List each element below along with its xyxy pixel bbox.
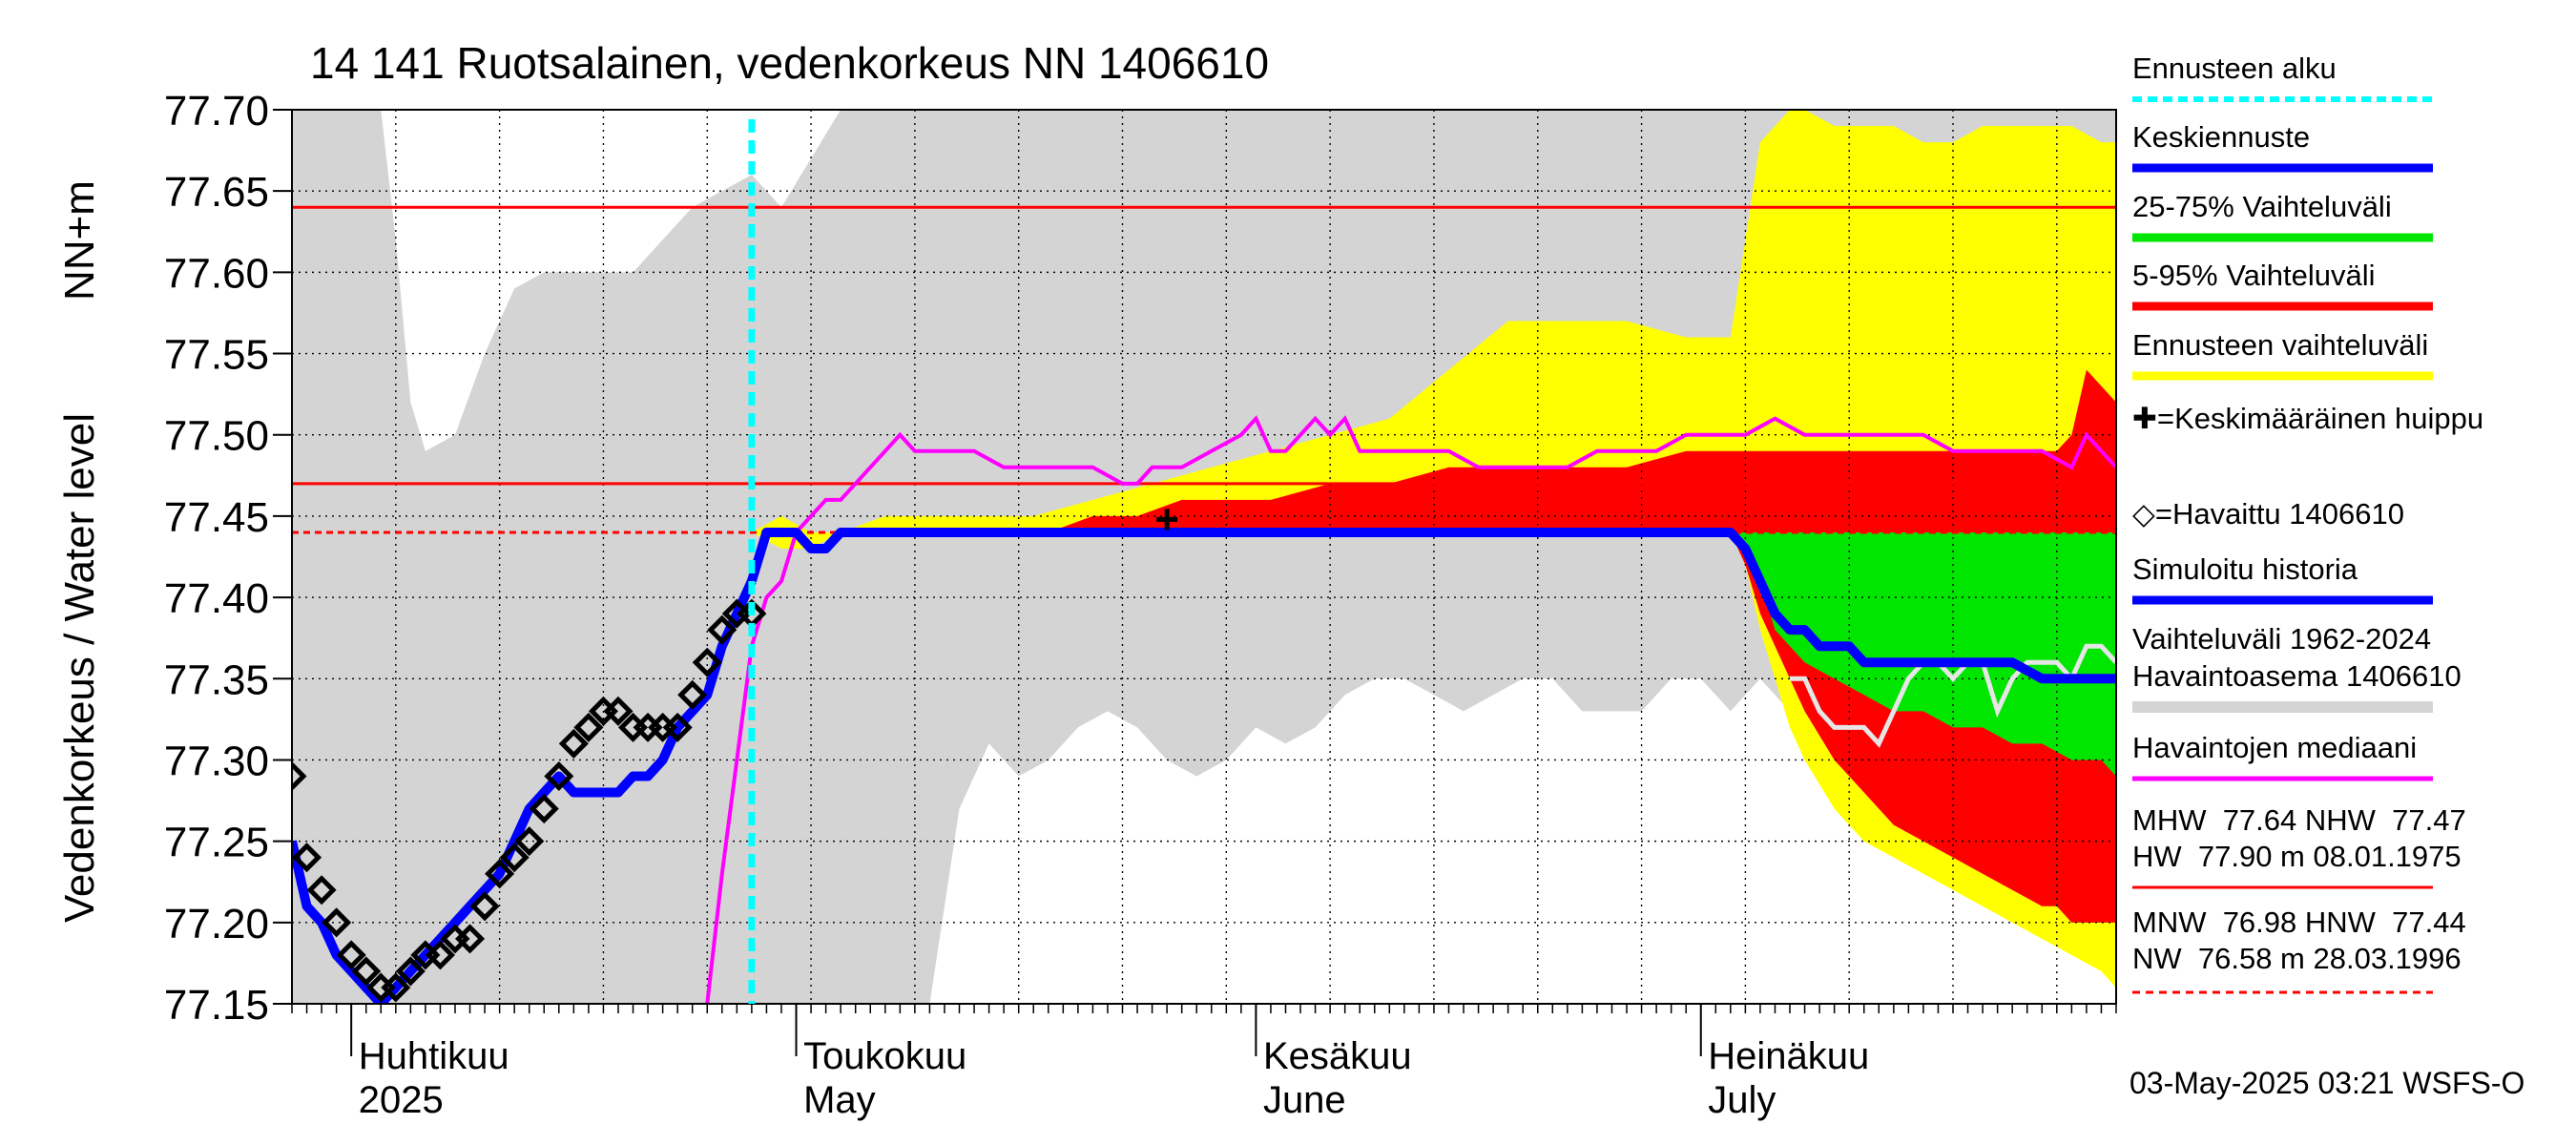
- x-month-label: Heinäkuu: [1708, 1035, 1869, 1077]
- observed-point: [529, 794, 559, 824]
- x-month-sublabel: May: [803, 1079, 876, 1121]
- x-month-label: Kesäkuu: [1263, 1035, 1412, 1077]
- y-tick-label: 77.70: [164, 88, 269, 135]
- legend-label: 5-95% Vaihteluväli: [2132, 259, 2375, 292]
- observed-point: [322, 907, 352, 938]
- simulated-history-line: [292, 578, 757, 1004]
- y-tick-label: 77.60: [164, 250, 269, 297]
- y-tick-label: 77.40: [164, 575, 269, 622]
- legend-label: Simuloitu historia: [2132, 552, 2358, 586]
- y-tick-label: 77.30: [164, 738, 269, 784]
- y-tick-label: 77.25: [164, 820, 269, 866]
- footer-timestamp: 03-May-2025 03:21 WSFS-O: [2129, 1066, 2524, 1100]
- y-tick-label: 77.65: [164, 169, 269, 216]
- stats-mhw-nhw: MHW 77.64 NHW 77.47: [2132, 803, 2466, 837]
- p25-75-band: [1730, 531, 2116, 777]
- legend-label: ◇=Havaittu 1406610: [2132, 497, 2404, 531]
- stats-mnw-hnw: MNW 76.98 HNW 77.44: [2132, 906, 2466, 939]
- y-tick-label: 77.15: [164, 982, 269, 1029]
- observed-point: [292, 843, 322, 873]
- observed-point: [558, 728, 589, 759]
- observed-point: [485, 859, 515, 889]
- observed-point: [292, 760, 307, 792]
- legend-label: 25-75% Vaihteluväli: [2132, 190, 2392, 223]
- legend: Ennusteen alku Keskiennuste 25-75% Vaihtel…: [2132, 52, 2483, 781]
- forecast-range-band: [751, 110, 2116, 988]
- x-month-sublabel: June: [1263, 1079, 1346, 1121]
- legend-label: Havaintoasema 1406610: [2132, 659, 2462, 693]
- observed-point: [336, 940, 366, 970]
- x-month-sublabel: 2025: [359, 1079, 444, 1121]
- chart-title: 14 141 Ruotsalainen, vedenkorkeus NN 140…: [310, 38, 1269, 88]
- observed-point: [499, 843, 530, 873]
- median-line: [705, 415, 2116, 1004]
- observed-point: [455, 924, 486, 954]
- plot-frame: [291, 109, 2117, 1005]
- y-tick-label: 77.20: [164, 901, 269, 947]
- y-tick-label: 77.35: [164, 656, 269, 703]
- mean-forecast-line: [747, 527, 2116, 684]
- observed-point: [395, 956, 426, 987]
- observed-point: [306, 875, 337, 906]
- legend-label: Ennusteen alku: [2132, 52, 2337, 85]
- y-tick-label: 77.55: [164, 332, 269, 379]
- y-axis-unit: NN+m: [56, 180, 103, 301]
- observed-point: [544, 760, 574, 792]
- y-tick-label: 77.50: [164, 413, 269, 460]
- forecast-grey-line: [1790, 643, 2116, 748]
- x-month-sublabel: July: [1708, 1079, 1776, 1121]
- observed-point: [381, 972, 411, 1003]
- x-month-label: Toukokuu: [803, 1035, 966, 1077]
- y-tick-label: 77.45: [164, 494, 269, 541]
- observed-point: [514, 826, 545, 857]
- stats-nw: NW 76.58 m 28.03.1996: [2132, 942, 2462, 975]
- observed-point: [707, 614, 737, 645]
- x-month-label: Huhtikuu: [359, 1035, 509, 1077]
- observed-point: [692, 647, 722, 677]
- observed-point: [677, 679, 708, 710]
- stats-hw: HW 77.90 m 08.01.1975: [2132, 840, 2462, 873]
- legend-label: Ennusteen vaihteluväli: [2132, 328, 2428, 362]
- observed-point: [573, 712, 604, 742]
- legend-label: Vaihteluväli 1962-2024: [2132, 622, 2431, 656]
- observed-point: [662, 712, 693, 742]
- observed-point: [469, 891, 500, 922]
- legend-label: Havaintojen mediaani: [2132, 731, 2417, 764]
- observed-point: [425, 940, 455, 970]
- plot-area: [292, 110, 2116, 1004]
- legend-label: Keskiennuste: [2132, 120, 2310, 154]
- mean-peak-marker: [1156, 509, 1178, 531]
- legend-label: ✚=Keskimääräinen huippu: [2132, 402, 2483, 435]
- p5-95-band: [1048, 369, 2116, 923]
- observed-point: [351, 956, 382, 987]
- stats-block: MHW 77.64 NHW 77.47 HW 77.90 m 08.01.197…: [2132, 803, 2466, 994]
- y-axis-label: Vedenkorkeus / Water level: [56, 413, 103, 923]
- observed-point: [603, 696, 634, 726]
